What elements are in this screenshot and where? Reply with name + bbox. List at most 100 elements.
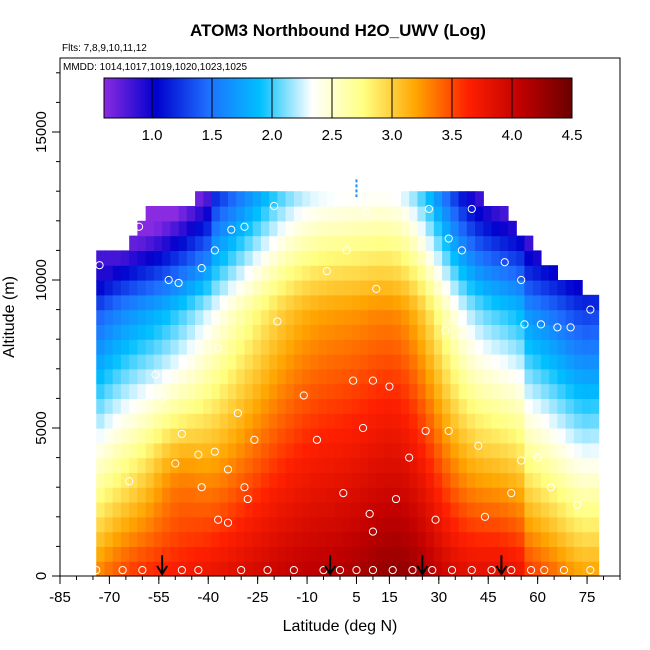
heatmap-cell <box>508 368 517 385</box>
heatmap-cell <box>458 516 468 533</box>
heatmap-cell <box>409 280 419 296</box>
heatmap-cell <box>565 354 575 370</box>
heatmap-cell <box>203 235 213 251</box>
heatmap-cell <box>104 265 114 281</box>
heatmap-cell <box>450 206 460 222</box>
heatmap-cell <box>532 383 542 399</box>
colorbar-tick-label: 4.5 <box>562 127 583 144</box>
heatmap-cell <box>573 309 583 325</box>
heatmap-cell <box>137 265 147 281</box>
heatmap-cell <box>277 324 287 340</box>
heatmap-cell <box>376 324 386 340</box>
heatmap-cell <box>211 250 221 266</box>
heatmap-cell <box>211 561 221 577</box>
heatmap-cell <box>343 398 353 414</box>
heatmap-cell <box>565 487 575 503</box>
heatmap-cell <box>269 487 279 503</box>
sample-point <box>204 329 213 338</box>
heatmap-cell <box>343 516 353 533</box>
heatmap-cell <box>186 428 196 444</box>
heatmap-cell <box>499 280 509 296</box>
sample-point <box>240 483 249 492</box>
heatmap-cell <box>186 487 196 503</box>
heatmap-cell <box>104 442 114 459</box>
heatmap-cell <box>162 339 171 355</box>
heatmap-cell <box>326 502 336 518</box>
heatmap-cell <box>351 265 361 281</box>
heatmap-cell <box>310 309 320 325</box>
heatmap-cell <box>549 294 559 311</box>
heatmap-cell <box>236 546 246 562</box>
heatmap-cell <box>417 531 427 547</box>
heatmap-cell <box>310 516 320 533</box>
heatmap-cell <box>302 561 311 577</box>
heatmap-cell <box>359 442 369 459</box>
heatmap-cell <box>236 354 246 370</box>
heatmap-cell <box>170 235 180 251</box>
heatmap-cell <box>508 428 517 444</box>
heatmap-cell <box>302 368 311 385</box>
heatmap-cell <box>450 516 460 533</box>
heatmap-cell <box>499 339 509 355</box>
heatmap-cell <box>244 561 254 577</box>
heatmap-cell <box>104 324 114 340</box>
heatmap-cell <box>425 250 435 266</box>
heatmap-cell <box>491 561 501 577</box>
heatmap-cell <box>269 250 279 266</box>
heatmap-cell <box>260 294 270 311</box>
heatmap-cell <box>228 339 237 355</box>
heatmap-cell <box>326 561 336 577</box>
heatmap-cell <box>178 265 188 281</box>
sample-point <box>507 565 516 575</box>
heatmap-cell <box>549 487 559 503</box>
heatmap-cell <box>269 206 279 222</box>
heatmap-cell <box>145 235 155 251</box>
heatmap-cell <box>285 220 295 237</box>
heatmap-cell <box>400 428 410 444</box>
heatmap-cell <box>442 502 451 518</box>
heatmap-cell <box>565 294 575 311</box>
heatmap-cell <box>532 516 542 533</box>
heatmap-cell <box>590 531 600 547</box>
heatmap-cell <box>153 531 163 547</box>
heatmap-cell <box>417 516 427 533</box>
heatmap-cell <box>433 354 443 370</box>
heatmap-cell <box>302 516 311 533</box>
heatmap-cell <box>195 354 204 370</box>
heatmap-cell <box>359 280 369 296</box>
heatmap-cell <box>433 502 443 518</box>
heatmap-cell <box>129 368 139 385</box>
heatmap-cell <box>129 235 139 251</box>
heatmap-cell <box>285 413 295 429</box>
heatmap-cell <box>162 235 171 251</box>
heatmap-cell <box>351 191 361 207</box>
colorbar-tick-label: 3.5 <box>442 127 463 144</box>
heatmap-cell <box>120 265 130 281</box>
heatmap-cell <box>112 531 122 547</box>
heatmap-cell <box>532 265 542 281</box>
heatmap-cell <box>351 472 361 488</box>
heatmap-cell <box>450 324 460 340</box>
heatmap-cell <box>466 442 476 459</box>
heatmap-cell <box>104 457 114 473</box>
heatmap-cell <box>326 368 336 385</box>
x-tick-label: 60 <box>529 589 546 606</box>
heatmap-cell <box>573 354 583 370</box>
heatmap-cell <box>557 546 567 562</box>
heatmap-cell <box>392 413 402 429</box>
heatmap-cell <box>326 457 336 473</box>
heatmap-cell <box>450 472 460 488</box>
heatmap-cell <box>582 324 591 340</box>
heatmap-cell <box>293 206 303 222</box>
heatmap-cell <box>178 383 188 399</box>
heatmap-cell <box>483 354 493 370</box>
heatmap-cell <box>178 413 188 429</box>
heatmap-cell <box>293 354 303 370</box>
heatmap-cell <box>359 354 369 370</box>
heatmap-cell <box>359 324 369 340</box>
heatmap-cell <box>540 502 550 518</box>
heatmap-cell <box>540 487 550 503</box>
sample-point <box>526 565 536 575</box>
heatmap-cell <box>400 206 410 222</box>
heatmap-cell <box>236 220 246 237</box>
